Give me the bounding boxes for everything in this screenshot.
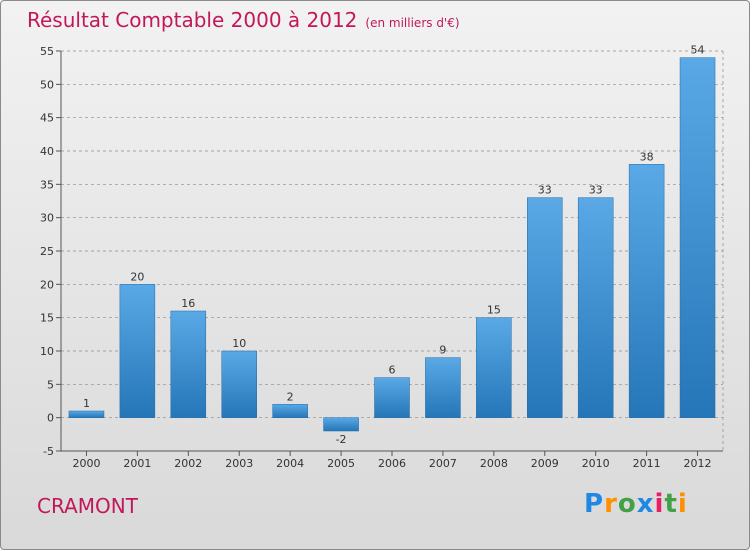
y-tick-label: 25: [40, 245, 54, 258]
y-tick-label: 45: [40, 112, 54, 125]
y-tick-label: 30: [40, 212, 54, 225]
x-tick-label: 2012: [684, 457, 712, 470]
logo-letter: x: [636, 489, 655, 519]
bar: [679, 57, 716, 418]
y-tick-label: 35: [40, 178, 54, 191]
x-tick-label: 2007: [429, 457, 457, 470]
x-tick-label: 2003: [225, 457, 253, 470]
bar: [425, 357, 461, 418]
x-tick-label: 2011: [633, 457, 661, 470]
bar: [170, 310, 207, 418]
logo-letter: i: [654, 489, 665, 519]
bar: [323, 417, 359, 432]
bar: [272, 404, 308, 418]
data-label: 15: [487, 304, 501, 317]
y-tick-label: 10: [40, 345, 54, 358]
logo-letter: i: [677, 489, 688, 519]
data-label: 38: [640, 150, 654, 163]
y-tick-label: 55: [40, 45, 54, 58]
y-tick-label: 5: [47, 378, 54, 391]
proxiti-logo: Proxiti: [584, 489, 688, 519]
bar: [374, 377, 410, 418]
title-text: Résultat Comptable 2000 à 2012: [27, 8, 358, 32]
logo-letter: o: [617, 489, 637, 519]
data-label: 10: [232, 337, 246, 350]
y-tick-label: 0: [47, 412, 54, 425]
y-tick-label: -5: [43, 445, 54, 458]
bar: [119, 284, 156, 418]
x-tick-label: 2009: [531, 457, 559, 470]
data-label: 54: [691, 44, 705, 57]
x-tick-label: 2001: [123, 457, 151, 470]
x-tick-label: 2002: [174, 457, 202, 470]
bar: [68, 410, 105, 418]
x-tick-label: 2010: [582, 457, 610, 470]
y-tick-label: 20: [40, 278, 54, 291]
logo-letter: r: [604, 489, 618, 519]
place-name: CRAMONT: [37, 494, 138, 518]
y-tick-label: 40: [40, 145, 54, 158]
data-label: 16: [181, 297, 195, 310]
y-tick-label: 50: [40, 78, 54, 91]
bar: [476, 317, 512, 418]
data-label: 1: [83, 397, 90, 410]
data-label: -2: [336, 433, 347, 446]
x-tick-label: 2000: [72, 457, 100, 470]
title-unit: (en milliers d'€): [365, 16, 460, 30]
chart-title: Résultat Comptable 2000 à 2012 (en millie…: [27, 8, 460, 32]
y-tick-label: 15: [40, 312, 54, 325]
data-label: 9: [439, 344, 446, 357]
logo-letter: t: [664, 489, 678, 519]
x-tick-label: 2004: [276, 457, 304, 470]
bar: [527, 197, 563, 418]
bar: [221, 350, 257, 418]
bar: [577, 197, 614, 418]
bar: [628, 164, 665, 418]
x-tick-label: 2005: [327, 457, 355, 470]
data-label: 6: [389, 364, 396, 377]
x-tick-label: 2006: [378, 457, 406, 470]
x-tick-label: 2008: [480, 457, 508, 470]
data-label: 33: [589, 184, 603, 197]
data-label: 33: [538, 184, 552, 197]
data-label: 2: [287, 390, 294, 403]
data-label: 20: [130, 270, 144, 283]
logo-letter: P: [584, 489, 605, 519]
